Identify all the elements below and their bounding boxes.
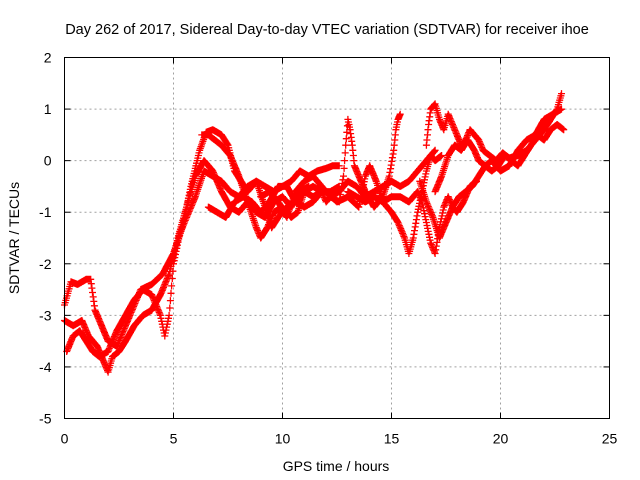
chart-title: Day 262 of 2017, Sidereal Day-to-day VTE… [65,22,589,38]
x-tick-label: 20 [493,431,509,447]
y-tick-label: -3 [39,307,52,323]
y-tick-label: -5 [39,411,52,427]
series-track-1 [61,126,343,350]
y-tick-label: -1 [39,204,52,220]
x-axis: 0 5 10 15 20 25 [61,57,618,447]
x-tick-label: 0 [61,431,69,447]
y-tick-label: -4 [39,359,52,375]
plot-frame [64,57,610,419]
data-point-markers [416,105,565,242]
series-track-11 [416,105,565,242]
x-tick-label: 10 [275,431,291,447]
y-tick-label: 1 [44,101,52,117]
y-tick-label: -2 [39,256,52,272]
x-axis-label: GPS time / hours [283,458,390,474]
series-track-8 [344,177,480,257]
series-track-12 [257,146,439,221]
data-point-markers [61,126,343,350]
data-point-markers [422,90,565,165]
y-axis-label: SDTVAR / TECUs [6,182,22,294]
series-track-9 [422,90,565,165]
y-axis: -5 -4 -3 -2 -1 0 1 2 [39,50,610,427]
data-point-markers [344,177,480,257]
x-tick-label: 5 [170,431,178,447]
data-marks [61,90,568,376]
y-tick-label: 0 [44,153,52,169]
data-point-markers [257,146,439,221]
grid-lines [64,57,610,419]
y-tick-label: 2 [44,50,52,66]
x-tick-label: 15 [384,431,400,447]
x-tick-label: 25 [602,431,618,447]
